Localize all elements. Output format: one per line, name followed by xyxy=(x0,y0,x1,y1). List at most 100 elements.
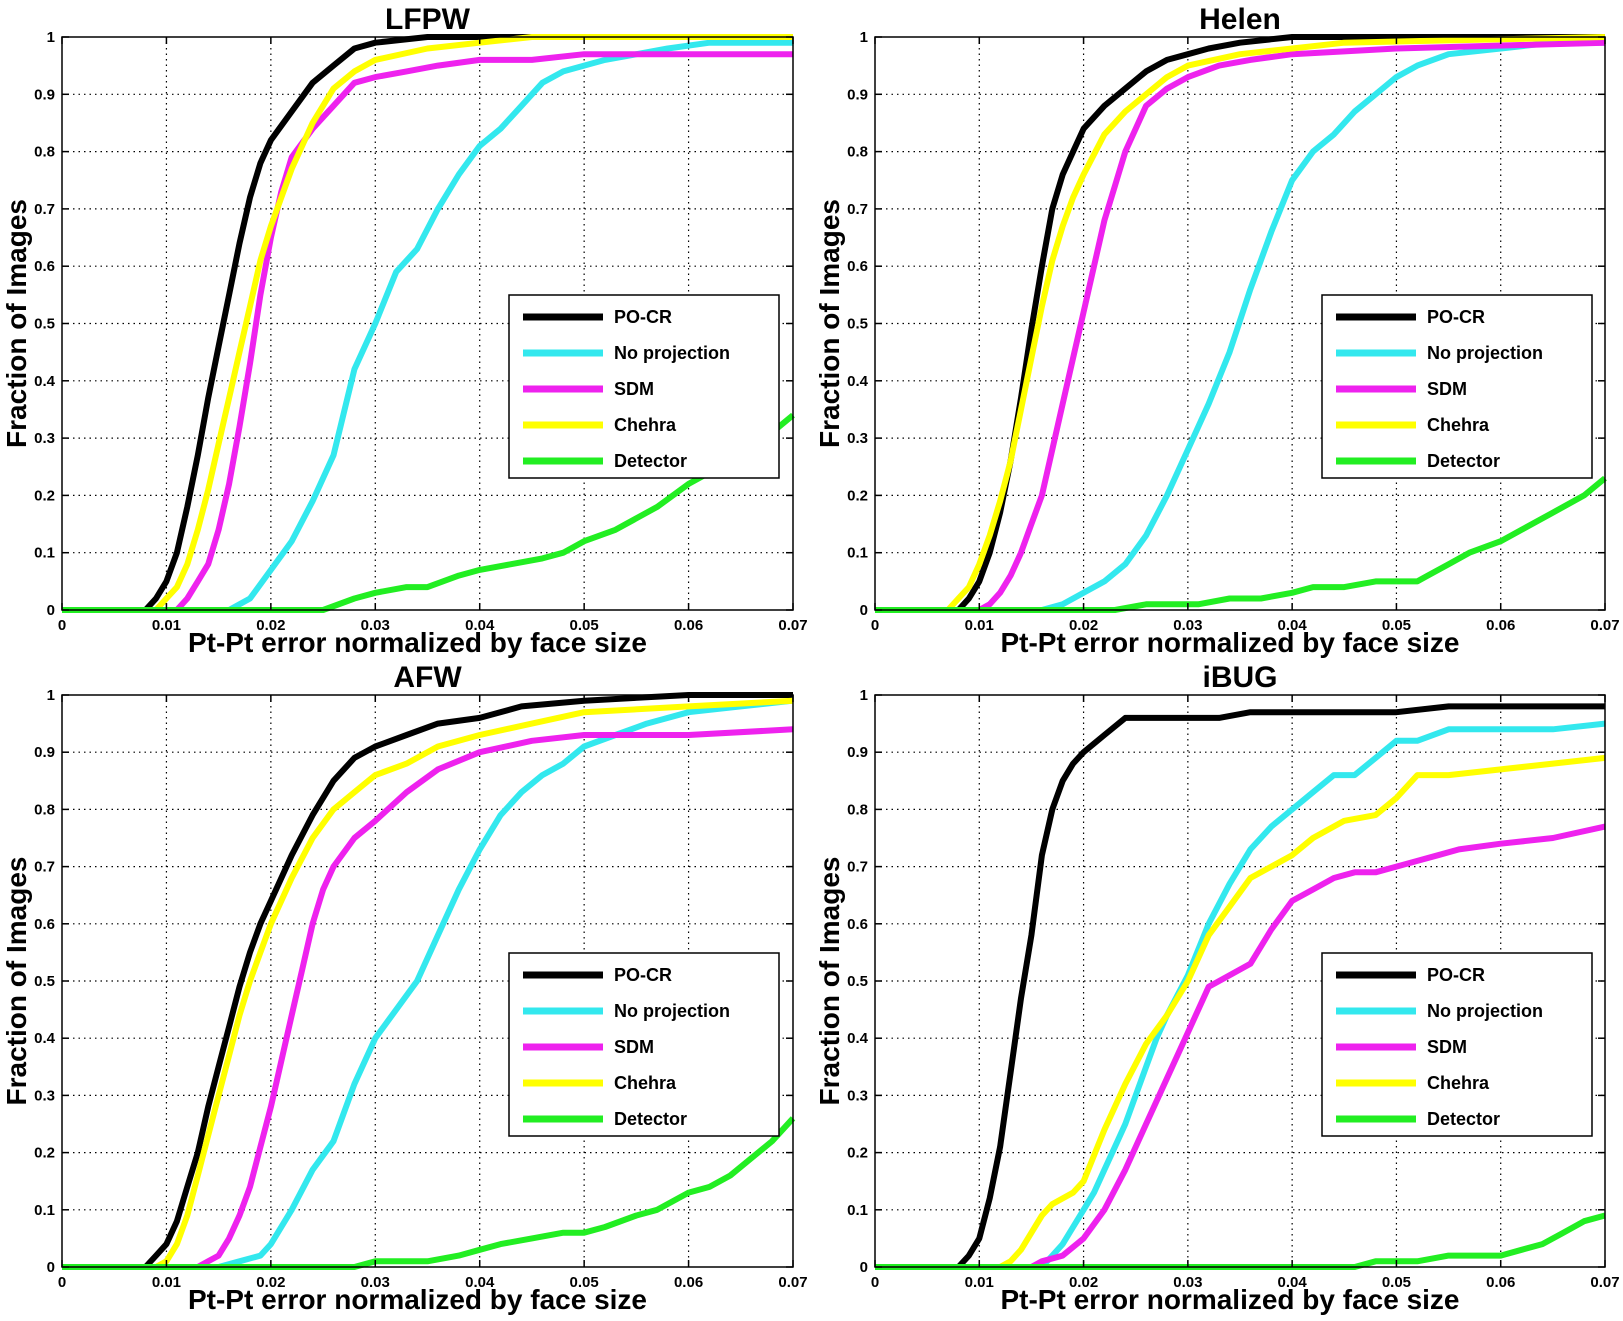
x-tick-label: 0.01 xyxy=(965,1274,994,1291)
y-axis-label: Fraction of Images xyxy=(814,199,845,448)
y-tick-label: 0 xyxy=(47,602,55,619)
y-tick-label: 0.4 xyxy=(34,373,56,390)
legend-entry: No projection xyxy=(1427,343,1543,363)
y-tick-label: 0.4 xyxy=(847,373,869,390)
x-tick-label: 0.03 xyxy=(1173,1274,1202,1291)
y-tick-label: 0.7 xyxy=(34,859,55,876)
chart-ibug-panel: 0 0.01 0.02 0.03 0.04 0.05 0.06 0.07 0 0.1 0.2 0.3 0… xyxy=(814,661,1620,1315)
y-tick-label: 0.2 xyxy=(847,487,868,504)
y-tick-label: 0.8 xyxy=(847,801,868,818)
legend-entry: SDM xyxy=(1427,1037,1467,1057)
x-axis-label: Pt-Pt error normalized by face size xyxy=(1000,1284,1459,1315)
x-tick-label: 0.07 xyxy=(778,1274,807,1291)
y-tick-label: 0.1 xyxy=(847,545,868,562)
legend-entry: Chehra xyxy=(614,1073,677,1093)
y-tick-label: 1 xyxy=(860,687,868,704)
y-axis-label: Fraction of Images xyxy=(1,199,32,448)
x-tick-label: 0.07 xyxy=(1590,1274,1619,1291)
x-tick-label: 0.02 xyxy=(1069,1274,1098,1291)
y-tick-label: 0.1 xyxy=(34,545,55,562)
series-line-sdm xyxy=(875,39,1606,613)
x-tick-label: 0.05 xyxy=(570,1274,599,1291)
y-tick-label: 0.7 xyxy=(34,201,55,218)
legend-entry: Detector xyxy=(614,1109,687,1129)
y-tick-label: 0.1 xyxy=(847,1202,868,1219)
y-tick-label: 0 xyxy=(860,1259,868,1276)
y-tick-label: 0.6 xyxy=(34,916,55,933)
y-tick-label: 0.8 xyxy=(847,144,868,161)
x-tick-label: 0.06 xyxy=(1486,617,1515,634)
x-tick-label: 0.05 xyxy=(1382,617,1411,634)
x-tick-label: 0.02 xyxy=(256,1274,285,1291)
y-tick-label: 0.9 xyxy=(847,86,868,103)
x-tick-label: 0.04 xyxy=(1278,617,1308,634)
x-axis-label: Pt-Pt error normalized by face size xyxy=(188,627,647,658)
y-tick-label: 1 xyxy=(860,29,868,46)
y-axis-label: Fraction of Images xyxy=(814,857,845,1106)
y-tick-label: 0.3 xyxy=(34,1087,55,1104)
chart-afw-panel: 0 0.01 0.02 0.03 0.04 0.05 0.06 0.07 0 0.1 0.2 0.3 0… xyxy=(1,661,808,1315)
legend-entry: Detector xyxy=(614,451,687,471)
x-tick-label: 0.04 xyxy=(465,617,495,634)
y-tick-label: 0.7 xyxy=(847,859,868,876)
y-tick-label: 0 xyxy=(860,602,868,619)
chart-title: LFPW xyxy=(385,3,471,36)
y-tick-label: 1 xyxy=(47,29,55,46)
x-tick-label: 0.05 xyxy=(1382,1274,1411,1291)
series-line-po-cr xyxy=(62,692,793,1270)
x-tick-label: 0.07 xyxy=(1590,617,1619,634)
x-tick-label: 0.03 xyxy=(1173,617,1202,634)
series-line-chehra xyxy=(875,34,1606,613)
legend-entry: Chehra xyxy=(614,415,677,435)
y-tick-label: 0.5 xyxy=(34,316,55,333)
y-tick-label: 0 xyxy=(47,1259,55,1276)
series-line-no-projection xyxy=(875,720,1606,1270)
legend-entry: No projection xyxy=(614,1001,730,1021)
series-line-sdm xyxy=(875,823,1606,1270)
legend-entry: Detector xyxy=(1427,451,1500,471)
series-line-no-projection xyxy=(875,39,1605,613)
y-tick-label: 0.6 xyxy=(847,258,868,275)
y-tick-label: 0.5 xyxy=(847,973,868,990)
legend-entry: No projection xyxy=(1427,1001,1543,1021)
legend-entry: SDM xyxy=(1427,379,1467,399)
legend-entry: PO-CR xyxy=(1427,307,1485,327)
chart-title: iBUG xyxy=(1203,661,1278,694)
x-tick-label: 0.01 xyxy=(152,1274,181,1291)
y-tick-label: 1 xyxy=(47,687,55,704)
series-line-chehra xyxy=(62,34,793,613)
x-tick-label: 0.01 xyxy=(152,617,181,634)
x-tick-label: 0.02 xyxy=(1069,617,1098,634)
y-tick-label: 0.7 xyxy=(847,201,868,218)
x-tick-label: 0.02 xyxy=(256,617,285,634)
y-tick-label: 0.5 xyxy=(34,973,55,990)
y-tick-label: 0.8 xyxy=(34,144,55,161)
series-line-chehra xyxy=(875,754,1606,1270)
chart-title: AFW xyxy=(393,661,462,694)
x-tick-label: 0.07 xyxy=(778,617,807,634)
x-tick-label: 0.03 xyxy=(361,1274,390,1291)
y-tick-label: 0.3 xyxy=(847,1087,868,1104)
x-axis-label: Pt-Pt error normalized by face size xyxy=(188,1284,647,1315)
legend-entry: Chehra xyxy=(1427,415,1490,435)
legend-entry: PO-CR xyxy=(1427,965,1485,985)
y-tick-label: 0.6 xyxy=(34,258,55,275)
y-tick-label: 0.1 xyxy=(34,1202,55,1219)
x-tick-label: 0 xyxy=(871,1274,879,1291)
y-tick-label: 0.4 xyxy=(847,1030,869,1047)
legend-entry: PO-CR xyxy=(614,307,672,327)
series-line-no-projection xyxy=(62,39,793,613)
series-line-detector xyxy=(62,1116,796,1270)
y-tick-label: 0.5 xyxy=(847,316,868,333)
legend-entry: Detector xyxy=(1427,1109,1500,1129)
chart-helen-panel: 0 0.01 0.02 0.03 0.04 0.05 0.06 0.07 0 0.1 0.2 0.3 0… xyxy=(814,3,1620,658)
series-line-detector xyxy=(875,1212,1606,1270)
y-tick-label: 0.4 xyxy=(34,1030,56,1047)
legend: PO-CR No projection SDM Chehra Detector xyxy=(508,294,780,479)
y-tick-label: 0.9 xyxy=(847,744,868,761)
legend-entry: SDM xyxy=(614,379,654,399)
y-tick-label: 0.9 xyxy=(34,86,55,103)
series-line-detector xyxy=(875,475,1607,613)
x-tick-label: 0.06 xyxy=(674,617,703,634)
